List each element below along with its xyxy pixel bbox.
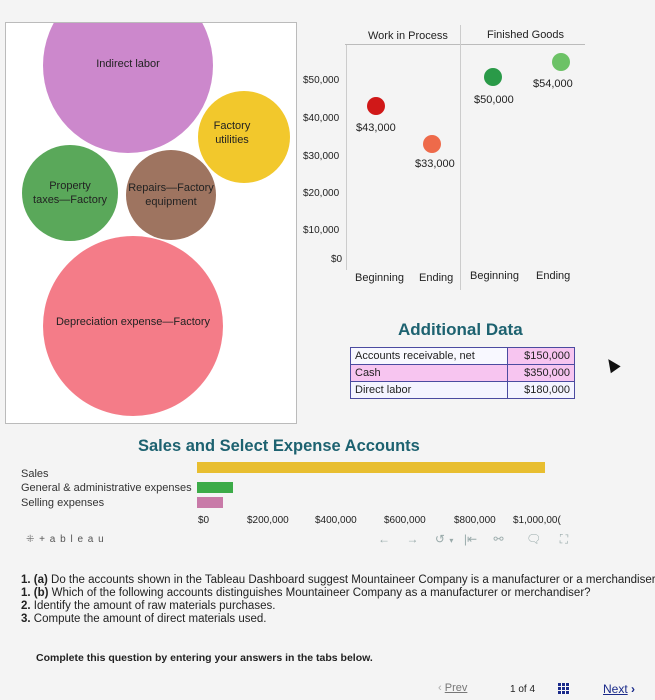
data-point-fg-beginning[interactable] [484,68,502,86]
x-label: Ending [536,270,571,282]
prev-button[interactable]: ‹ Prev [438,682,467,694]
total-pages: 4 [529,684,536,695]
table-cell: $150,000 [507,347,575,365]
x-tick: $200,000 [247,515,289,526]
inventory-chart: Work in Process Finished Goods $50,000 $… [300,25,590,295]
bubble-label: equipment [145,196,197,208]
fullscreen-icon[interactable]: ⛶ [559,532,569,546]
next-label: Next [603,682,628,696]
bubble-label: Factory [213,120,251,132]
grid-icon[interactable] [558,683,570,695]
tableau-mark-icon: ⁜ [26,534,36,545]
bubble-label: taxes—Factory [33,194,107,206]
sales-chart-title: Sales and Select Expense Accounts [138,437,420,455]
cursor-icon [603,355,621,374]
bar-label-ga: General & administrative expenses [21,482,192,494]
chart-y-axis-line [346,45,347,270]
undo-icon[interactable]: ← [378,532,390,546]
data-label: $43,000 [356,122,396,134]
data-label: $33,000 [415,158,455,170]
y-tick: $10,000 [303,225,340,236]
table-cell: Accounts receivable, net [349,347,509,365]
data-point-wip-beginning[interactable] [367,97,385,115]
instruction-text: Complete this question by entering your … [36,652,373,664]
question-item: 1. (b) Which of the following accounts d… [21,587,591,599]
tableau-logo-text: + a b l e a u [39,534,105,545]
revert-icon[interactable]: ↺ [434,532,445,546]
bubble-indirect-labor[interactable]: Indirect labor [43,23,213,153]
revert-dropdown-icon[interactable]: ▾ [449,536,454,545]
bubble-label: utilities [215,134,249,146]
x-label: Beginning [470,270,519,282]
bar-sales[interactable] [197,462,545,473]
y-tick: $50,000 [303,75,340,86]
bar-label-selling: Selling expenses [21,497,105,509]
bubble-repairs[interactable]: Repairs—Factory equipment [126,150,216,240]
question-item: 3. Compute the amount of direct material… [21,613,267,625]
additional-data-title: Additional Data [398,320,523,339]
bubble-factory-utilities[interactable]: Factory utilities [198,91,290,183]
x-tick: $400,000 [315,515,357,526]
viz-toolbar: ← → ↺ ▾ |⇤ ⚯ 🗨 ⛶ [378,530,568,548]
data-point-fg-ending[interactable] [552,53,570,71]
reset-icon[interactable]: |⇤ [463,532,478,546]
data-label: $54,000 [533,78,573,90]
current-page: 1 [510,684,516,695]
table-row: Cash $350,000 [349,364,575,382]
table-row: Direct labor $180,000 [349,381,575,399]
x-tick: $1,000,00( [513,515,561,526]
column-header-wip: Work in Process [368,30,448,42]
x-label: Beginning [355,272,404,284]
table-cell: Direct labor [349,381,509,399]
table-cell: $180,000 [507,381,575,399]
y-tick: $30,000 [303,151,340,162]
redo-icon[interactable]: → [406,532,419,546]
bar-ga[interactable] [197,482,233,493]
bubble-depreciation[interactable]: Depreciation expense—Factory [43,236,223,416]
table-row: Accounts receivable, net $150,000 [349,347,575,365]
question-list: 1. (a) Do the accounts shown in the Tabl… [21,574,655,626]
table-cell: $350,000 [507,364,575,382]
next-button[interactable]: Next › [603,682,635,696]
chart-divider [460,25,461,290]
question-item: 2. Identify the amount of raw materials … [21,600,276,612]
share-icon[interactable]: ⚯ [493,532,504,546]
bubble-property-taxes[interactable]: Property taxes—Factory [22,145,118,241]
bubble-chart: Indirect labor Factory utilities Propert… [5,22,297,424]
bar-selling[interactable] [197,497,223,508]
bubble-label: Repairs—Factory [128,182,214,194]
y-tick: $0 [331,254,343,265]
x-label: Ending [419,272,454,284]
page-indicator: 1 of 4 [510,684,535,695]
y-tick: $40,000 [303,113,340,124]
prev-label: Prev [444,682,468,694]
data-point-wip-ending[interactable] [423,135,441,153]
data-label: $50,000 [474,94,514,106]
y-tick: $20,000 [303,188,340,199]
bubble-label: Indirect labor [96,57,160,70]
additional-data-table: Accounts receivable, net $150,000 Cash $… [349,347,575,399]
column-header-fg: Finished Goods [487,29,565,41]
question-item: 1. (a) Do the accounts shown in the Tabl… [21,574,655,586]
bar-label-sales: Sales [21,468,49,480]
bubble-label: Property [49,180,91,192]
bubble-label: Depreciation expense—Factory [55,316,211,328]
chevron-left-icon: ‹ [438,682,442,694]
of-label: of [518,684,527,695]
pager: ‹ Prev 1 of 4 Next › [0,678,655,700]
chevron-right-icon: › [631,682,636,696]
comment-icon[interactable]: 🗨 [526,532,542,546]
x-tick: $600,000 [384,515,426,526]
tableau-logo[interactable]: ⁜ + a b l e a u [26,534,105,545]
chart-header-line [345,44,585,45]
x-tick: $800,000 [454,515,496,526]
table-cell: Cash [349,364,509,382]
x-tick: $0 [198,515,210,526]
